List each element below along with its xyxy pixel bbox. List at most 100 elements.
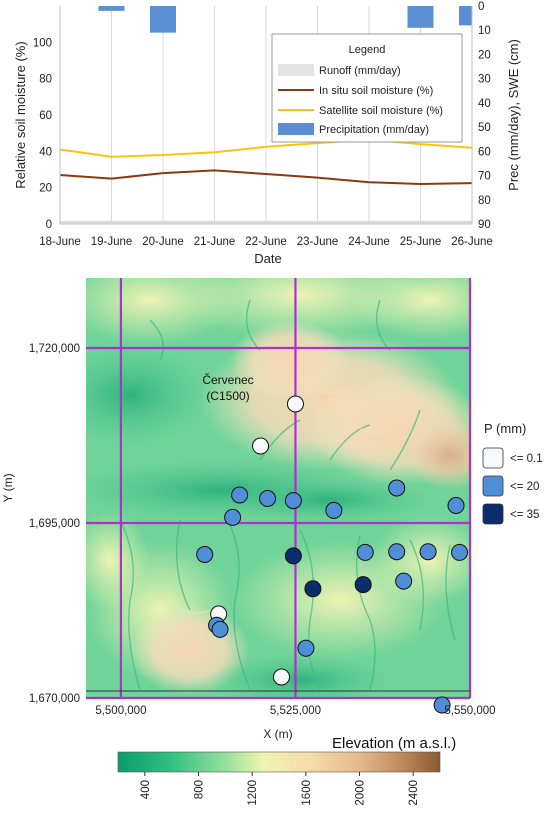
annotation-line-2: (C1500): [206, 389, 249, 403]
colorbar-title: Elevation (m a.s.l.): [332, 735, 456, 752]
insitu-soil-moisture-line: [59, 169, 473, 186]
colorbar-tick-label: 800: [194, 780, 206, 799]
map-y-tick-labels: 1,670,000 1,695,000 1,720,000: [29, 343, 80, 705]
chart-legend: Legend Runoff (mm/day) In situ soil mois…: [271, 33, 463, 143]
station-annotation: Červenec (C1500): [202, 372, 253, 403]
legend-label-runoff: Runoff (mm/day): [319, 65, 401, 77]
station-marker: [325, 501, 343, 519]
station-marker: [231, 486, 249, 504]
left-tick-labels: 0 20 40 60 80 100: [33, 37, 52, 231]
legend-swatch-runoff: [278, 64, 314, 76]
precip-legend-items: <= 0.1 <= 20 <= 35: [482, 447, 543, 525]
precip-legend-label: <= 20: [510, 481, 539, 493]
station-markers: [196, 395, 469, 714]
elevation-map: Červenec (C1500) 5,500,000 5,525,000 5,550…: [1, 278, 543, 741]
date-tick-label: 23-June: [297, 236, 339, 248]
map-y-tick-label: 1,720,000: [29, 343, 80, 355]
date-tick-labels: 18-June 19-June 20-June 21-June 22-June 23-Ju…: [39, 236, 493, 248]
right-tick-label: 70: [478, 171, 491, 183]
date-tick-label: 22-June: [245, 236, 287, 248]
station-marker: [252, 437, 270, 455]
station-marker: [224, 508, 242, 526]
date-tick-label: 26-June: [451, 236, 493, 248]
station-marker: [451, 543, 469, 561]
station-marker: [259, 490, 277, 507]
elevation-colorbar: Elevation (m a.s.l.) 400 800 1200 1600 2000 2…: [117, 735, 456, 806]
annotation-line-1: Červenec: [202, 372, 253, 387]
right-tick-label: 0: [478, 1, 484, 13]
satellite-soil-moisture-line: [59, 138, 473, 158]
colorbar-tick-label: 2000: [355, 780, 367, 806]
legend-label-satellite: Satellite soil moisture (%): [319, 105, 443, 117]
station-marker: [272, 668, 290, 686]
precip-bar: [98, 6, 125, 11]
precip-legend-label: <= 35: [510, 509, 539, 521]
date-tick-label: 19-June: [91, 236, 133, 248]
station-marker: [388, 543, 406, 561]
date-tick-label: 21-June: [194, 236, 236, 248]
right-tick-label: 30: [478, 74, 491, 86]
station-marker: [388, 479, 406, 497]
date-tick-label: 18-June: [39, 236, 81, 248]
right-tick-label: 80: [478, 195, 491, 207]
left-tick-label: 100: [33, 37, 52, 49]
x-axis-title: Date: [254, 251, 281, 266]
map-y-axis-title: Y (m): [1, 473, 15, 502]
legend-title: Legend: [349, 44, 386, 56]
station-marker: [284, 492, 302, 510]
precip-bars: [98, 6, 472, 33]
legend-label-precip: Precipitation (mm/day): [319, 124, 429, 136]
colorbar-ramp: [117, 751, 441, 773]
map-x-tick-label: 5,500,000: [95, 705, 146, 717]
right-tick-label: 20: [478, 49, 491, 61]
legend-label-insitu: In situ soil moisture (%): [319, 85, 433, 97]
station-marker: [304, 580, 322, 598]
right-tick-labels: 0 10 20 30 40 50 60 70 80 90: [478, 1, 491, 231]
precip-bar: [407, 6, 434, 28]
colorbar-tick-label: 400: [140, 780, 152, 799]
station-marker: [196, 546, 214, 563]
station-marker: [419, 543, 437, 561]
station-marker: [211, 620, 229, 638]
precip-class-legend: P (mm) <= 0.1 <= 20 <= 35: [482, 421, 543, 525]
map-y-tick-label: 1,670,000: [29, 693, 80, 705]
station-marker: [286, 395, 304, 413]
right-tick-label: 40: [478, 98, 491, 110]
date-tick-label: 24-June: [348, 236, 390, 248]
date-tick-label: 25-June: [400, 236, 442, 248]
hydro-chart: 0 20 40 60 80 100 0 10 20 30 40 50 60 70 80 90 18-June…: [13, 1, 521, 266]
colorbar-tick-label: 1200: [247, 780, 259, 806]
precip-legend-title: P (mm): [484, 421, 526, 436]
legend-swatch-precip: [278, 123, 314, 135]
left-tick-label: 20: [39, 183, 52, 195]
map-y-tick-label: 1,695,000: [29, 518, 80, 530]
left-tick-label: 60: [39, 110, 52, 122]
precip-bar: [459, 6, 472, 26]
precip-legend-swatch: [482, 475, 504, 497]
terrain-raster: [86, 278, 470, 698]
colorbar-tick-labels: 400 800 1200 1600 2000 2400: [140, 772, 420, 806]
station-marker: [297, 639, 315, 657]
map-x-tick-labels: 5,500,000 5,525,000 5,550,000: [95, 705, 495, 717]
station-marker: [354, 576, 372, 594]
map-grid-lines: [86, 278, 472, 700]
map-x-axis-title: X (m): [263, 727, 292, 741]
station-marker: [395, 572, 413, 590]
chart-series-lines: [59, 138, 473, 224]
map-x-tick-label: 5,525,000: [270, 705, 321, 717]
right-tick-label: 50: [478, 122, 491, 134]
left-axis-title: Relative soil moisture (%): [13, 41, 28, 188]
colorbar-tick-label: 1600: [301, 780, 313, 806]
precip-legend-swatch: [482, 447, 504, 469]
station-marker: [356, 543, 374, 561]
colorbar-tick-label: 2400: [408, 780, 420, 806]
left-tick-label: 40: [39, 146, 52, 158]
right-axis-title: Prec (mm/day), SWE (cm): [506, 39, 521, 191]
station-marker: [447, 497, 465, 514]
right-tick-label: 60: [478, 146, 491, 158]
left-tick-label: 0: [46, 219, 52, 231]
precip-bar: [150, 6, 176, 33]
right-tick-label: 90: [478, 219, 491, 231]
precip-legend-label: <= 0.1: [510, 453, 543, 465]
